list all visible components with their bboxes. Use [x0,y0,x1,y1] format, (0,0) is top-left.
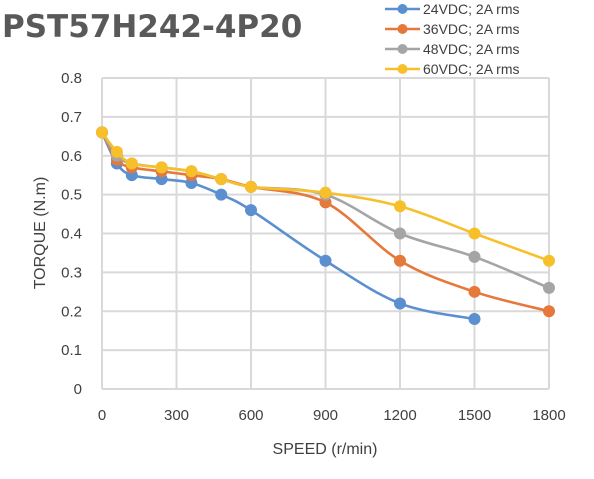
y-tick-label: 0.8 [61,70,82,87]
y-tick-label: 0 [74,381,82,398]
data-point [319,254,332,267]
data-point [394,227,406,240]
legend-swatch-marker [397,4,408,14]
data-point [468,250,481,263]
series-4 [96,126,555,267]
chart-title: PST57H242-4P20 [2,9,302,45]
data-point [215,188,228,201]
data-point [215,173,228,186]
x-tick-label: 300 [164,407,189,424]
legend-item: 36VDC; 2A rms [385,21,519,37]
legend-label: 24VDC; 2A rms [423,1,519,17]
y-tick-label: 0.4 [61,226,82,243]
gridlines [101,77,550,390]
data-point [394,254,406,267]
data-point [96,126,108,139]
series-lines [96,126,555,326]
x-tick-label: 0 [98,407,106,424]
data-point [394,200,406,213]
data-point [543,305,555,318]
legend-label: 48VDC; 2A rms [423,41,519,57]
data-point [468,227,481,240]
x-tick-label: 1200 [383,407,416,424]
data-point [394,297,406,310]
legend-item: 24VDC; 2A rms [385,1,519,17]
legend-swatch-marker [397,24,408,34]
data-point [468,285,481,298]
tick-labels: 0 0.1 0.2 0.3 0.4 0.5 0.6 0.7 0.8 0 300 600 900 1200 1… [61,70,566,424]
legend-label: 60VDC; 2A rms [423,61,519,77]
y-tick-label: 0.3 [61,264,82,281]
x-tick-label: 1800 [532,407,565,424]
y-tick-label: 0.7 [61,109,82,126]
x-tick-label: 1500 [458,407,491,424]
series-line [100,131,475,321]
legend-label: 36VDC; 2A rms [423,21,519,37]
data-point [245,180,257,193]
data-point [543,254,555,267]
x-tick-label: 600 [238,407,263,424]
legend-item: 48VDC; 2A rms [385,41,519,57]
data-point [110,145,123,158]
data-point [185,165,198,178]
data-point [468,313,481,326]
legend-swatch-marker [397,64,408,74]
data-point [319,186,332,199]
legend: 24VDC; 2A rms 36VDC; 2A rms 48VDC; 2A rms 6… [385,1,519,77]
legend-item: 60VDC; 2A rms [385,61,519,77]
y-tick-label: 0.1 [61,342,82,359]
legend-swatch-marker [397,44,408,54]
y-axis-label: TORQUE (N.m) [32,177,49,290]
data-point [543,281,555,294]
data-point [125,157,138,170]
y-tick-label: 0.6 [61,148,82,165]
y-tick-label: 0.5 [61,187,82,204]
x-axis-label: SPEED (r/min) [273,441,378,458]
y-tick-label: 0.2 [61,303,82,320]
data-point [155,161,168,174]
data-point [245,204,257,217]
x-tick-label: 900 [313,407,338,424]
